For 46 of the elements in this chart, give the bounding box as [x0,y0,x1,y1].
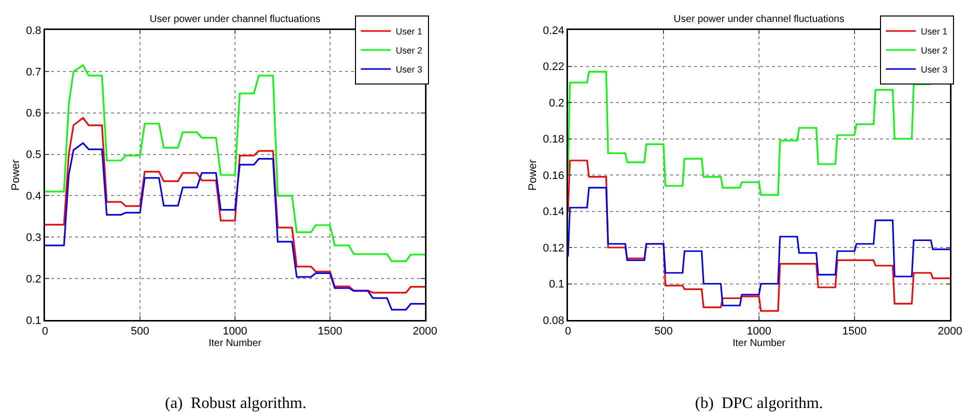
chart-title: User power under channel fluctuations [674,14,844,25]
x-tick-label: 1500 [842,326,867,338]
y-tick-label: 0.8 [26,24,42,37]
legend-label: User 3 [396,64,422,75]
x-tick-label: 0 [42,326,48,338]
y-tick-label: 0.1 [26,314,42,327]
y-tick-label: 0.12 [542,242,564,254]
x-tick-label: 500 [130,326,150,338]
legend-label: User 1 [396,26,422,37]
y-axis-title: Power [526,159,539,191]
y-tick-label: 0.3 [26,232,42,244]
chart-title: User power under channel fluctuations [150,14,320,25]
x-tick-label: 1000 [746,326,772,338]
line-series [568,160,950,312]
x-tick-label: 500 [654,326,673,338]
legend-label: User 1 [920,26,948,37]
x-tick-label: 1000 [222,326,248,338]
y-tick-label: 0.08 [542,314,564,327]
y-tick-label: 0.22 [542,61,564,74]
y-tick-label: 0.24 [542,24,564,37]
legend-label: User 2 [920,46,948,56]
line-series [45,117,425,294]
legend-label: User 2 [396,46,422,56]
text: (b) DPC algorithm. [695,395,823,412]
line-series [45,142,425,310]
x-tick-label: 2000 [938,326,962,338]
y-tick-label: 0.1 [549,278,564,291]
y-tick-label: 0.18 [542,134,564,146]
y-tick-label: 0.5 [26,149,42,162]
line-series [45,64,425,262]
y-tick-label: 0.14 [542,206,564,218]
x-axis-title: Iter Number [208,338,262,349]
legend-label: User 3 [920,64,948,75]
text: (a) Robust algorithm. [165,395,306,412]
y-tick-label: 0.2 [26,273,42,286]
x-tick-label: 2000 [412,326,438,338]
line-series [568,186,950,306]
y-tick-label: 0.2 [549,97,564,110]
x-axis-title: Iter Number [732,338,786,349]
y-tick-label: 0.7 [26,66,42,78]
y-axis-title: Power [10,159,22,191]
x-tick-label: 0 [564,326,572,338]
y-tick-label: 0.6 [26,108,42,120]
x-tick-label: 1500 [318,326,342,338]
y-tick-label: 0.16 [542,170,564,182]
y-tick-label: 0.4 [26,190,42,203]
